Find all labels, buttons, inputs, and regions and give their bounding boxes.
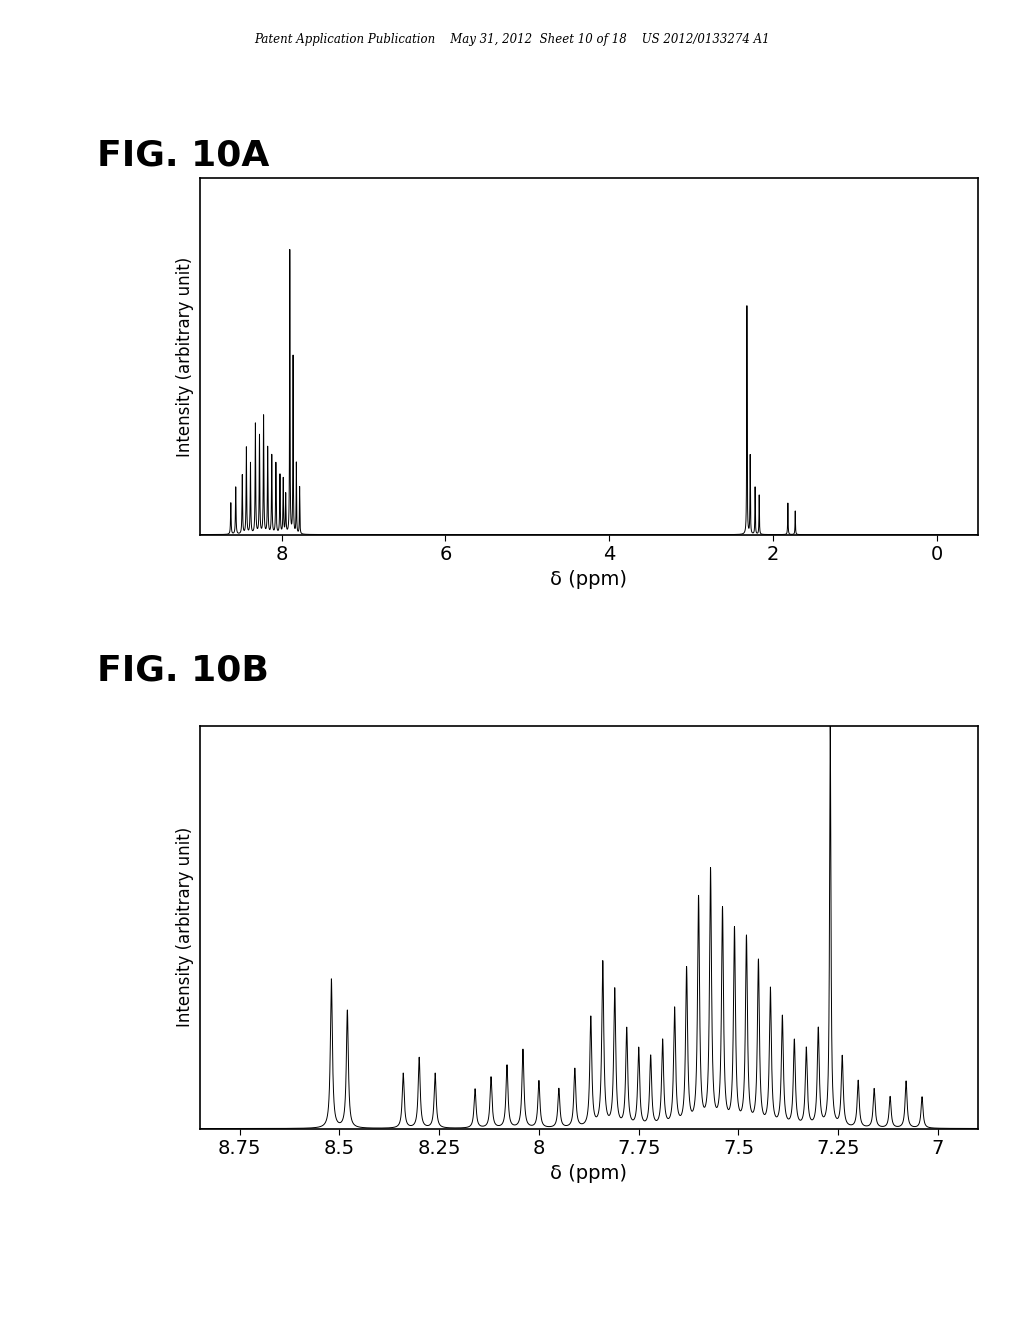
Text: FIG. 10B: FIG. 10B bbox=[97, 653, 269, 688]
Y-axis label: Intensity (arbitrary unit): Intensity (arbitrary unit) bbox=[176, 828, 195, 1027]
Text: FIG. 10A: FIG. 10A bbox=[97, 139, 269, 173]
X-axis label: δ (ppm): δ (ppm) bbox=[550, 569, 628, 589]
X-axis label: δ (ppm): δ (ppm) bbox=[550, 1163, 628, 1183]
Text: Patent Application Publication    May 31, 2012  Sheet 10 of 18    US 2012/013327: Patent Application Publication May 31, 2… bbox=[254, 33, 770, 46]
Y-axis label: Intensity (arbitrary unit): Intensity (arbitrary unit) bbox=[176, 256, 195, 457]
